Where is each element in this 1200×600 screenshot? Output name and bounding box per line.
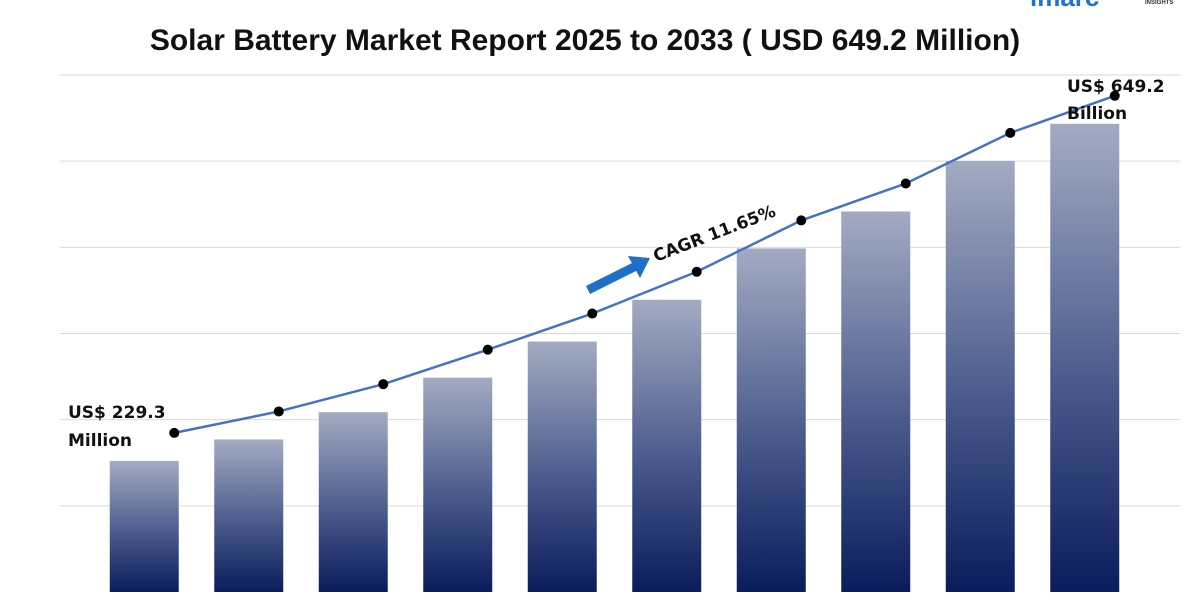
bar xyxy=(423,377,493,592)
chart-title: Solar Battery Market Report 2025 to 2033… xyxy=(150,24,1020,57)
trend-line xyxy=(173,94,1116,435)
trend-point xyxy=(169,427,180,438)
end-annotation: Billion xyxy=(1067,104,1127,124)
bar xyxy=(632,299,702,592)
trend-point xyxy=(691,266,702,277)
bar xyxy=(736,248,806,592)
trend-point xyxy=(796,215,807,226)
trend-point xyxy=(1005,127,1016,138)
bar xyxy=(527,341,597,592)
arrow-shaft xyxy=(585,261,639,295)
bar xyxy=(109,460,179,592)
trend-point xyxy=(482,344,493,355)
start-annotation: Million xyxy=(68,431,132,451)
trend-point xyxy=(273,406,284,417)
logo-tagline: INSIGHTS xyxy=(1145,0,1173,6)
trend-point xyxy=(378,379,389,390)
trend-point xyxy=(900,178,911,189)
cagr-arrow xyxy=(585,256,650,295)
arrow-head xyxy=(628,256,650,278)
bar xyxy=(1050,123,1120,592)
trend-point xyxy=(587,308,598,319)
start-annotation: US$ 229.3 xyxy=(68,403,166,423)
end-annotation: US$ 649.2 xyxy=(1067,77,1165,97)
trend-point xyxy=(1109,90,1120,101)
bar xyxy=(841,211,911,592)
bar xyxy=(945,160,1015,593)
bar xyxy=(318,412,388,592)
logo-name: imarc xyxy=(1030,0,1099,12)
bar xyxy=(214,439,284,592)
trend-line xyxy=(169,90,1120,438)
bars xyxy=(109,123,1120,593)
